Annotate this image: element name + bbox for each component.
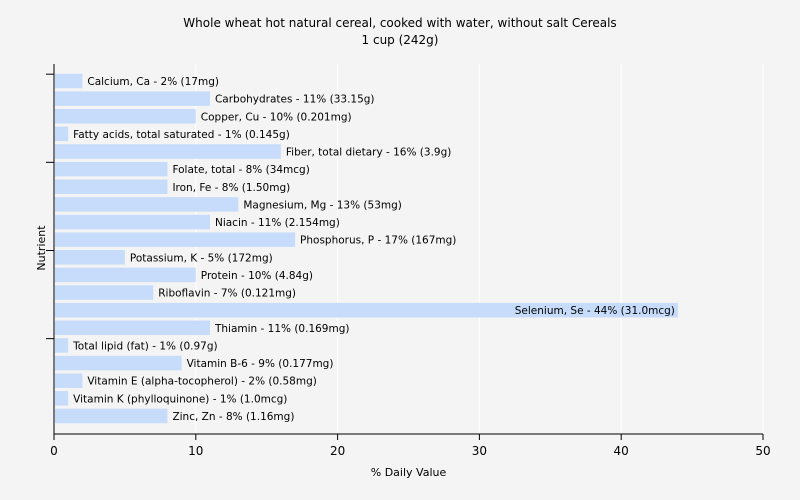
x-tick-label: 40 xyxy=(614,444,629,458)
x-tick-label: 20 xyxy=(330,444,345,458)
bar xyxy=(55,302,678,318)
bar-label: Folate, total - 8% (34mcg) xyxy=(172,164,309,176)
bar-label: Thiamin - 11% (0.169mg) xyxy=(214,323,350,335)
gridlines xyxy=(195,64,764,434)
bar xyxy=(55,109,196,124)
bar-label: Riboflavin - 7% (0.121mg) xyxy=(158,288,296,300)
bar xyxy=(55,391,69,406)
bar-label: Total lipid (fat) - 1% (0.97g) xyxy=(72,340,217,352)
bar xyxy=(55,73,83,89)
bar-label: Iron, Fe - 8% (1.50mg) xyxy=(172,182,290,194)
plot-area xyxy=(54,64,763,434)
x-tick-label: 10 xyxy=(188,444,203,458)
bar xyxy=(55,161,168,177)
bar xyxy=(55,179,168,195)
bar-label: Protein - 10% (4.84g) xyxy=(201,270,313,282)
bar-label: Fiber, total dietary - 16% (3.9g) xyxy=(286,147,451,159)
x-axis-title: % Daily Value xyxy=(371,466,447,479)
bar xyxy=(55,126,69,142)
bar xyxy=(55,250,125,265)
bar xyxy=(55,144,281,159)
x-tick-label: 0 xyxy=(50,444,58,458)
bar xyxy=(55,320,210,336)
bar-label: Vitamin E (alpha-tocopherol) - 2% (0.58m… xyxy=(87,376,316,388)
bar-label: Copper, Cu - 10% (0.201mg) xyxy=(201,111,352,123)
bar-label: Potassium, K - 5% (172mg) xyxy=(130,252,273,264)
bar-label: Magnesium, Mg - 13% (53mg) xyxy=(243,199,402,211)
bar-label: Vitamin K (phylloquinone) - 1% (1.0mcg) xyxy=(73,393,287,405)
bar-label: Selenium, Se - 44% (31.0mcg) xyxy=(515,305,675,317)
bar xyxy=(55,267,196,283)
bar xyxy=(55,232,296,247)
chart-title: Whole wheat hot natural cereal, cooked w… xyxy=(183,16,616,30)
bar xyxy=(55,285,154,300)
bar xyxy=(55,197,239,212)
x-tick-label: 50 xyxy=(755,444,770,458)
bar xyxy=(55,373,83,388)
bar xyxy=(55,91,210,106)
bar-label: Phosphorus, P - 17% (167mg) xyxy=(300,235,456,247)
axes: 0 10 20 30 40 50 xyxy=(46,64,771,458)
bar-label: Carbohydrates - 11% (33.15g) xyxy=(215,94,375,106)
bar xyxy=(55,338,69,353)
bars: Calcium, Ca - 2% (17mg) Carbohydrates - 1… xyxy=(55,73,678,424)
y-axis-title: Nutrient xyxy=(35,225,48,271)
bar-label: Vitamin B-6 - 9% (0.177mg) xyxy=(187,358,334,370)
bar-label: Fatty acids, total saturated - 1% (0.145… xyxy=(73,129,290,141)
chart-subtitle: 1 cup (242g) xyxy=(362,33,439,47)
x-tick-label: 30 xyxy=(472,444,487,458)
bar xyxy=(55,214,210,230)
bar xyxy=(55,408,168,424)
bar-label: Niacin - 11% (2.154mg) xyxy=(215,217,340,229)
bar-label: Calcium, Ca - 2% (17mg) xyxy=(87,76,219,88)
bar xyxy=(55,355,182,371)
bar-label: Zinc, Zn - 8% (1.16mg) xyxy=(172,411,294,423)
